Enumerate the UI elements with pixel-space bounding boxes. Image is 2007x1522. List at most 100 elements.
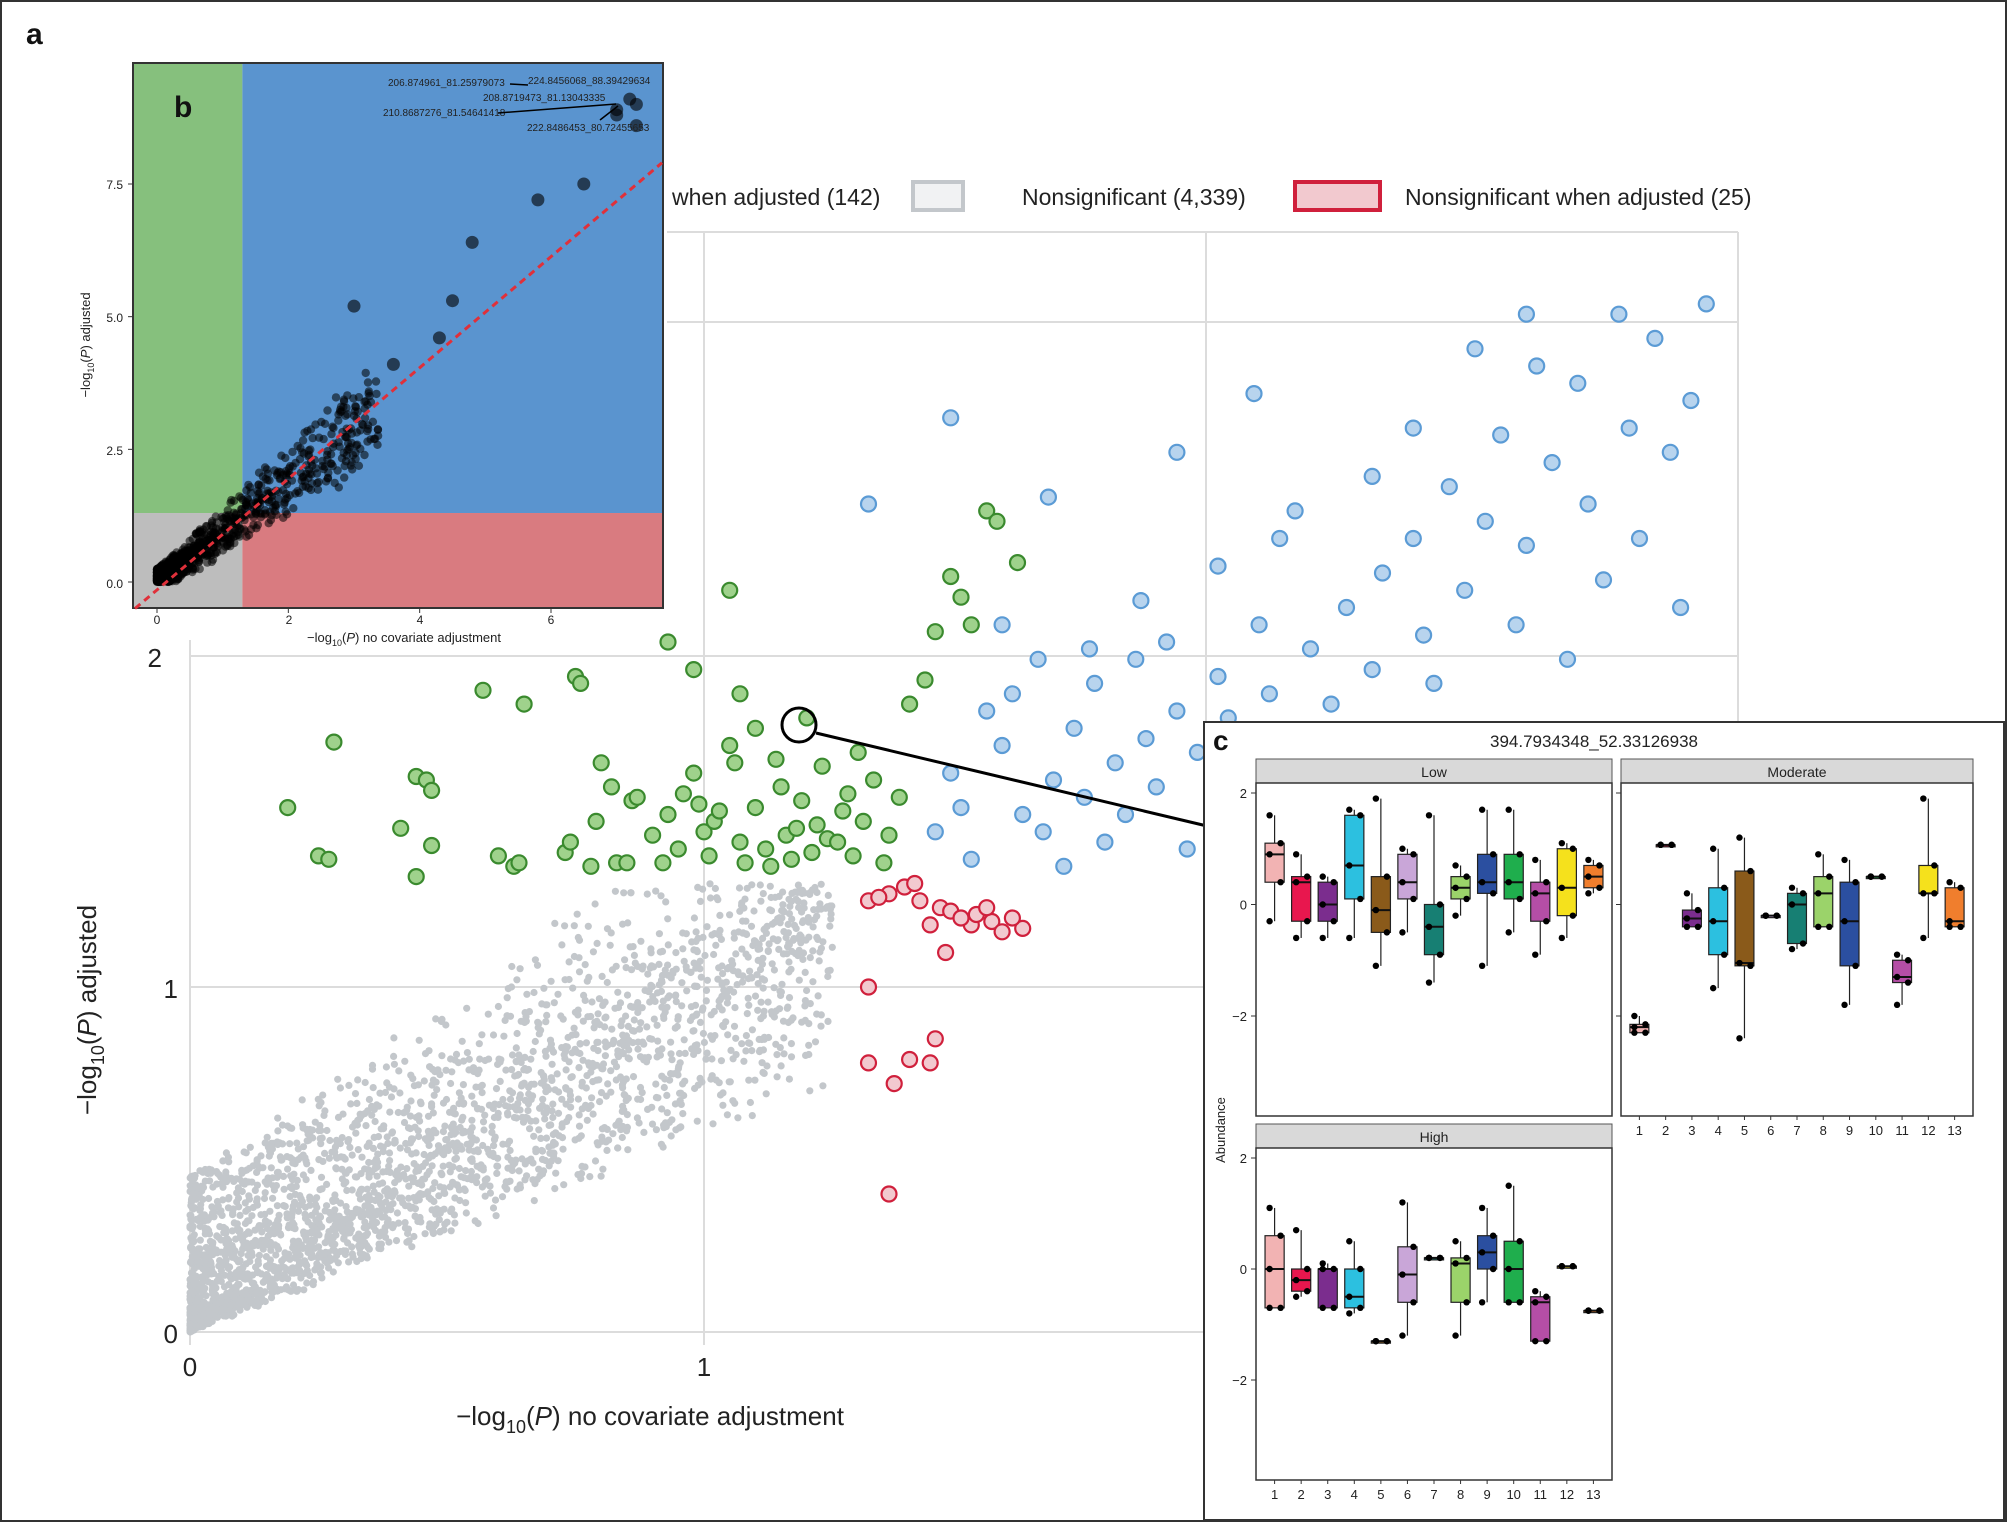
- nonsignificant-point: [253, 1181, 261, 1189]
- c-x-tick-label: 6: [1404, 1487, 1411, 1502]
- nonsignificant-point: [734, 1114, 742, 1122]
- nonsignificant-point: [370, 1188, 378, 1196]
- inset-point: [356, 444, 365, 453]
- nonsignificant-point: [264, 1174, 272, 1182]
- scatter-point: [1127, 650, 1145, 668]
- nonsignificant-point: [297, 1241, 305, 1249]
- nonsignificant-point: [709, 1120, 717, 1128]
- nonsignificant-point: [381, 1088, 389, 1097]
- nonsignificant-point: [299, 1151, 307, 1159]
- nonsignificant-point: [527, 1155, 535, 1163]
- nonsignificant-point: [811, 1038, 820, 1046]
- nonsignificant-point: [673, 1022, 681, 1031]
- inset-b-region-red: [242, 513, 662, 607]
- nonsignificant-point: [426, 1063, 434, 1071]
- nonsignificant-point: [757, 897, 765, 905]
- scatter-point: [1286, 502, 1304, 520]
- nonsignificant-point: [690, 959, 698, 967]
- nonsignificant-point: [213, 1277, 221, 1285]
- box-point: [1642, 1029, 1649, 1036]
- scatter-point: [1157, 633, 1176, 651]
- highlight-connector: [815, 731, 1208, 828]
- scatter-point: [859, 1054, 878, 1072]
- scatter-point: [700, 847, 718, 865]
- nonsignificant-point: [622, 964, 630, 972]
- scatter-point: [1337, 598, 1356, 617]
- nonsignificant-point: [740, 1057, 748, 1065]
- scatter-point: [721, 736, 739, 755]
- box-body: [1317, 1268, 1338, 1309]
- nonsignificant-point: [683, 966, 691, 974]
- nonsignificant-point: [595, 995, 604, 1003]
- nonsignificant-point: [192, 1215, 201, 1223]
- legend-label-nonsignificant: Nonsignificant (4,339): [1022, 184, 1246, 210]
- inset-point: [165, 555, 174, 564]
- scatter-point: [561, 833, 580, 851]
- nonsignificant-point: [609, 1130, 617, 1138]
- nonsignificant-point: [601, 1023, 609, 1031]
- inset-point: [321, 477, 331, 486]
- box-point: [1532, 1288, 1539, 1295]
- nonsignificant-point: [496, 1058, 504, 1066]
- nonsignificant-point: [758, 975, 766, 983]
- nonsignificant-point: [746, 967, 754, 975]
- nonsignificant-point: [196, 1206, 204, 1214]
- nonsignificant-point: [779, 888, 787, 896]
- inset-point: [152, 576, 162, 585]
- nonsignificant-point: [488, 1122, 496, 1130]
- inset-point: [335, 442, 344, 451]
- nonsignificant-point: [268, 1278, 276, 1286]
- nonsignificant-point: [383, 1079, 391, 1087]
- nonsignificant-point: [575, 1111, 583, 1119]
- nonsignificant-point: [468, 1157, 476, 1165]
- box-point: [1826, 923, 1833, 930]
- nonsignificant-point: [493, 1169, 501, 1177]
- inset-point: [331, 393, 341, 402]
- box-body: [1944, 887, 1965, 928]
- nonsignificant-point: [714, 896, 722, 904]
- nonsignificant-point: [481, 1180, 489, 1188]
- scatter-point: [870, 888, 888, 906]
- nonsignificant-point: [503, 994, 511, 1002]
- box-point: [1878, 873, 1886, 880]
- box-point: [1292, 1226, 1300, 1234]
- nonsignificant-point: [424, 1188, 432, 1196]
- nonsignificant-point: [606, 941, 614, 949]
- nonsignificant-point: [346, 1143, 354, 1151]
- scatter-point: [1039, 488, 1058, 506]
- nonsignificant-point: [788, 889, 796, 898]
- scatter-point: [685, 764, 703, 782]
- nonsignificant-point: [658, 1105, 666, 1113]
- nonsignificant-point: [323, 1180, 331, 1188]
- nonsignificant-point: [542, 1088, 550, 1096]
- nonsignificant-point: [715, 997, 723, 1005]
- nonsignificant-point: [615, 1053, 623, 1061]
- scatter-point: [962, 616, 980, 634]
- nonsignificant-point: [614, 988, 622, 996]
- nonsignificant-point: [300, 1286, 308, 1294]
- inset-point: [465, 235, 479, 249]
- nonsignificant-point: [491, 1100, 499, 1108]
- nonsignificant-point: [687, 1003, 696, 1011]
- nonsignificant-point: [526, 1125, 534, 1133]
- nonsignificant-point: [245, 1164, 253, 1172]
- nonsignificant-point: [372, 1155, 380, 1163]
- nonsignificant-point: [719, 970, 727, 978]
- nonsignificant-point: [296, 1192, 304, 1200]
- nonsignificant-point: [550, 1138, 558, 1146]
- nonsignificant-point: [478, 1031, 486, 1039]
- inset-point: [311, 464, 321, 473]
- nonsignificant-point: [574, 1171, 582, 1179]
- nonsignificant-point: [667, 1132, 675, 1140]
- nonsignificant-point: [518, 1082, 526, 1090]
- nonsignificant-point: [759, 984, 767, 992]
- nonsignificant-point: [332, 1231, 340, 1239]
- nonsignificant-point: [357, 1185, 365, 1193]
- inset-point: [208, 555, 218, 564]
- inset-point: [334, 483, 343, 492]
- nonsignificant-point: [806, 1087, 814, 1095]
- nonsignificant-point: [652, 1126, 661, 1134]
- inset-point: [373, 440, 382, 449]
- nonsignificant-point: [298, 1198, 306, 1206]
- box-point: [1505, 879, 1512, 886]
